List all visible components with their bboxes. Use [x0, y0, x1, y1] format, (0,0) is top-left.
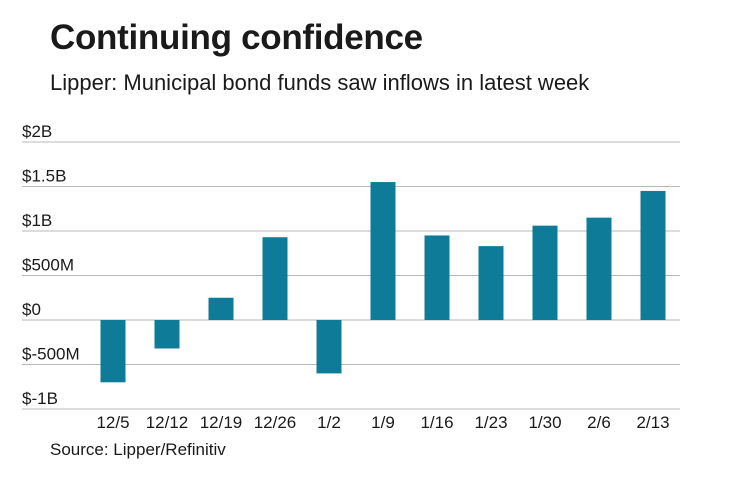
- x-tick-label: 1/23: [474, 413, 507, 432]
- bar-12-12: [154, 320, 180, 349]
- x-tick-label: 12/19: [200, 413, 243, 432]
- y-tick-label: $1.5B: [22, 167, 66, 186]
- x-axis-tick-labels: 12/5 12/12 12/19 12/26 1/2 1/9 1/16 1/23 1/30 2/6…: [96, 413, 669, 432]
- x-tick-label: 12/26: [254, 413, 297, 432]
- y-tick-label: $500M: [22, 256, 74, 275]
- bars: [100, 182, 666, 383]
- bar-12-19: [208, 297, 234, 320]
- y-axis-tick-labels: $2B $1.5B $1B $500M $0 $-500M $-1B: [22, 122, 80, 408]
- bar-1-23: [478, 246, 504, 320]
- bar-2-13: [640, 190, 666, 320]
- chart-title: Continuing confidence: [50, 18, 423, 57]
- x-tick-label: 1/16: [420, 413, 453, 432]
- x-tick-label: 2/13: [636, 413, 669, 432]
- y-tick-label: $0: [22, 300, 41, 319]
- bar-1-16: [424, 235, 450, 320]
- y-tick-label: $2B: [22, 122, 52, 141]
- x-tick-label: 12/12: [146, 413, 189, 432]
- y-tick-label: $-500M: [22, 345, 80, 364]
- x-tick-label: 1/30: [528, 413, 561, 432]
- gridlines: [22, 141, 680, 410]
- bar-1-2: [316, 320, 342, 374]
- source-note: Source: Lipper/Refinitiv: [50, 440, 226, 459]
- bar-1-30: [532, 225, 558, 320]
- x-tick-label: 2/6: [587, 413, 611, 432]
- x-tick-label: 1/9: [371, 413, 395, 432]
- x-tick-label: 1/2: [317, 413, 341, 432]
- bar-2-6: [586, 217, 612, 320]
- bar-1-9: [370, 182, 396, 320]
- bar-12-5: [100, 320, 126, 383]
- y-tick-label: $-1B: [22, 389, 58, 408]
- bar-12-26: [262, 237, 288, 320]
- x-tick-label: 12/5: [96, 413, 129, 432]
- chart-subtitle: Lipper: Municipal bond funds saw inflows…: [50, 70, 590, 95]
- y-tick-label: $1B: [22, 211, 52, 230]
